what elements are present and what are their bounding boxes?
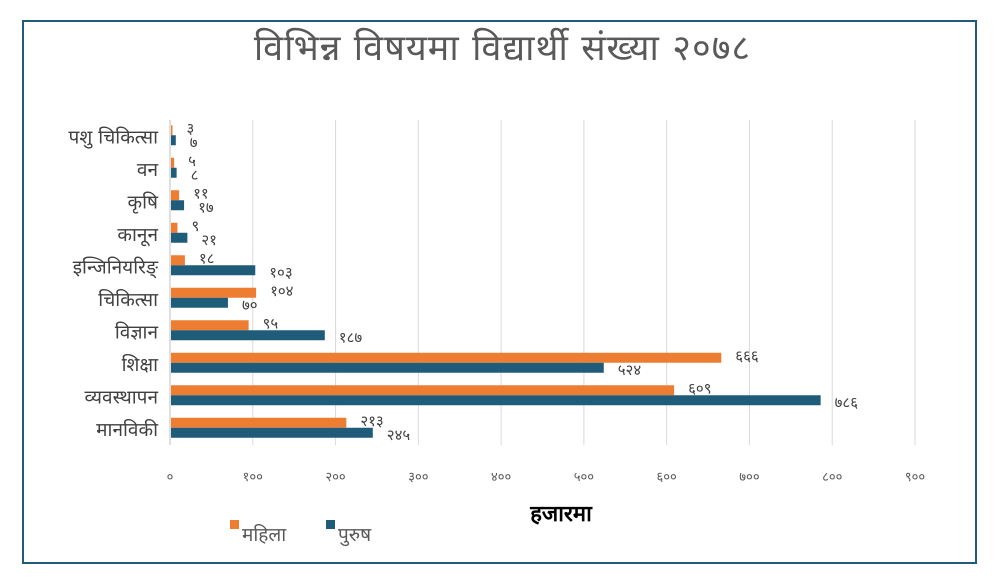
x-tick-label: ७०० (739, 470, 759, 485)
bar-female (171, 125, 173, 136)
data-label: १८ (199, 249, 215, 267)
data-label: १७ (198, 198, 214, 216)
bar-female (171, 222, 178, 233)
x-tick-label: ६०० (657, 470, 677, 485)
chart-frame (22, 20, 977, 564)
data-label: ११ (193, 184, 209, 202)
data-label: १८७ (339, 328, 363, 346)
bar-male (171, 200, 185, 211)
data-label: ३ (186, 119, 194, 137)
x-tick-label: ० (167, 470, 174, 485)
x-tick-label: ३०० (408, 470, 428, 485)
data-label: ९ (191, 217, 199, 235)
data-label: १०३ (269, 263, 292, 281)
bar-female (171, 190, 180, 201)
data-label: ९५ (263, 314, 279, 332)
x-tick-label: २०० (325, 470, 345, 485)
x-tick-label: ४०० (491, 470, 511, 485)
category-label: कानून (117, 224, 158, 247)
category-label: शिक्षा (122, 353, 159, 376)
bar-female (171, 255, 185, 266)
data-label: ७८६ (835, 393, 859, 411)
bar-female (171, 417, 347, 428)
data-label: ५२४ (618, 361, 642, 379)
data-label: ७ (190, 133, 198, 151)
category-label: व्यवस्थापन (85, 386, 159, 408)
category-label: इन्जिनियरिङ् (73, 255, 159, 278)
bar-male (171, 362, 604, 373)
data-label: ८ (191, 166, 199, 184)
bar-male (171, 330, 325, 341)
x-tick-label: ८०० (822, 470, 842, 485)
bar-male (171, 135, 176, 146)
bar-female (171, 157, 175, 168)
data-label: ६६६ (735, 347, 759, 365)
data-label: २१ (201, 231, 217, 249)
legend-label: पुरुष (338, 524, 372, 547)
category-label: कृषि (128, 190, 160, 214)
category-label: पशु चिकित्सा (69, 125, 160, 149)
x-tick-label: ९०० (905, 470, 925, 485)
x-tick-labels: ० १०० २०० ३०० ४०० ५०० ६०० ७०० ८०० ९०० (167, 470, 926, 485)
category-label: विज्ञान (115, 320, 159, 343)
data-label: १०४ (270, 282, 294, 300)
bar-female (171, 287, 257, 298)
legend-swatch-female (230, 520, 239, 529)
bar-female (171, 320, 249, 331)
x-tick-label: ५०० (574, 470, 594, 485)
category-labels: पशु चिकित्सा वन कृषि कानून इन्जिनियरिङ् चिकित… (69, 125, 160, 441)
category-label: मानविकी (96, 418, 159, 441)
bar-male (171, 265, 256, 276)
bars (171, 125, 821, 438)
bar-male (171, 427, 373, 438)
data-label: ५ (188, 152, 196, 170)
chart-title: विभिन्न विषयमा विद्यार्थी संख्या २०७८ (253, 28, 752, 69)
bar-male (171, 167, 177, 178)
legend-swatch-male (326, 520, 335, 529)
data-label: २१३ (360, 412, 383, 430)
data-label: ६०९ (688, 379, 711, 397)
category-label: चिकित्सा (98, 288, 159, 311)
legend-label: महिला (242, 523, 287, 546)
data-label: ७० (242, 296, 258, 314)
bar-male (171, 395, 821, 406)
bar-male (171, 297, 228, 308)
bar-female (171, 352, 722, 363)
x-tick-label: १०० (243, 470, 263, 485)
data-label: २४५ (387, 426, 411, 444)
legend: महिला पुरुष (230, 520, 372, 547)
bar-female (171, 385, 675, 396)
x-axis-title: हजारमा (529, 502, 593, 527)
category-label: वन (137, 159, 159, 181)
bar-male (171, 232, 188, 243)
